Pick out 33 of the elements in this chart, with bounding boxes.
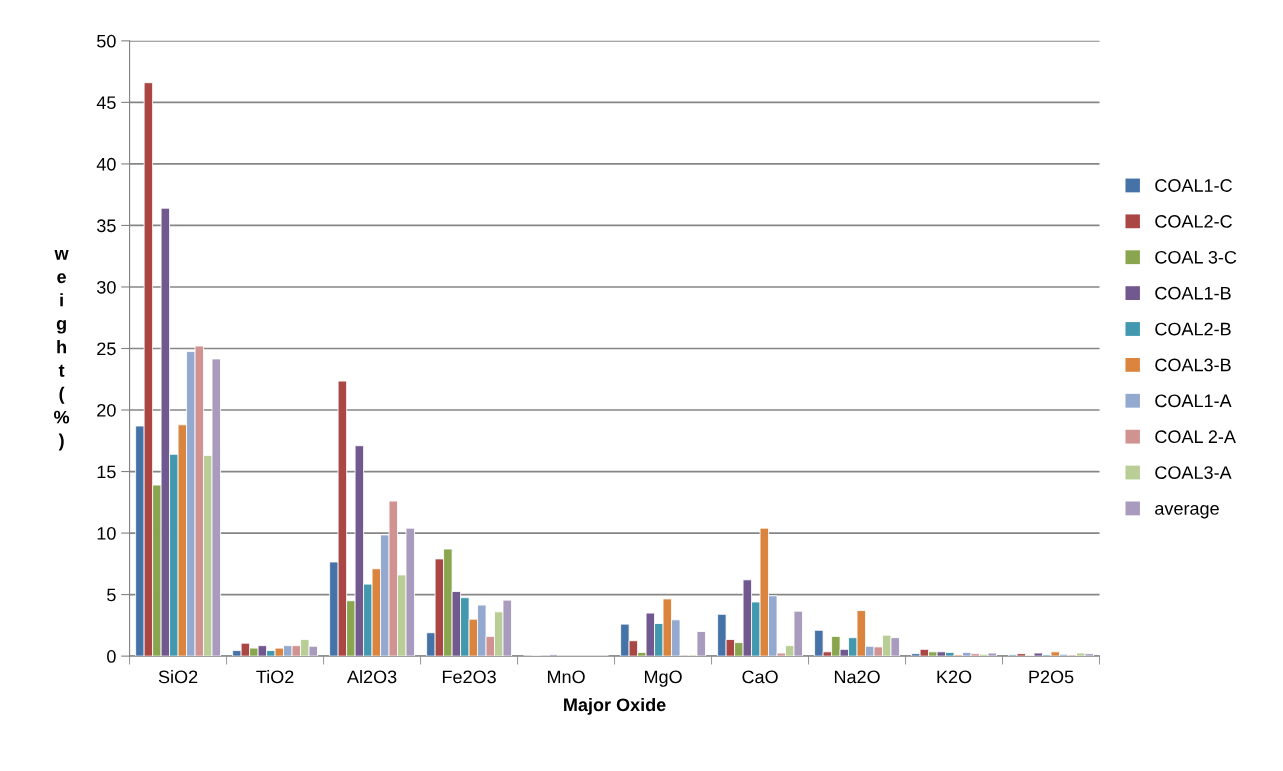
legend-label: COAL 3-C <box>1155 250 1237 264</box>
x-tick-label: TiO2 <box>256 670 294 684</box>
x-tick-label: Fe2O3 <box>442 670 496 684</box>
legend-label: average <box>1155 504 1219 519</box>
legend-label: COAL3-B <box>1155 358 1231 372</box>
x-tick-label: SiO2 <box>158 670 198 684</box>
legend-label: COAL3-A <box>1155 466 1232 479</box>
y-tick-label: 50 <box>97 34 116 48</box>
x-tick-label: MnO <box>547 670 585 684</box>
y-tick-label: 25 <box>97 342 116 356</box>
y-tick-label: 15 <box>97 465 116 479</box>
x-tick-label: CaO <box>742 670 778 684</box>
text: weight(%) <box>54 250 70 451</box>
legend-label: COAL 2-A <box>1155 430 1236 444</box>
y-tick-label: 0 <box>107 650 116 663</box>
y-tick-label: 45 <box>96 96 116 110</box>
x-axis-title: Major Oxide <box>564 697 666 715</box>
x-tick-label: Na2O <box>834 670 880 684</box>
legend-label: COAL1-C <box>1155 179 1232 192</box>
y-tick-label: 30 <box>97 280 116 294</box>
y-tick-label: 35 <box>97 219 116 233</box>
legend-label: COAL2-B <box>1155 322 1231 336</box>
y-tick-label: 5 <box>107 588 116 602</box>
legend-label: COAL1-B <box>1155 286 1231 300</box>
x-tick-label: K2O <box>937 670 972 684</box>
legend-label: COAL2-C <box>1155 215 1232 228</box>
y-tick-label: 40 <box>96 157 116 171</box>
x-tick-label: Al2O3 <box>347 670 397 684</box>
y-tick-label: 20 <box>97 403 116 417</box>
y-tick-label: 10 <box>97 527 116 540</box>
legend-label: COAL1-A <box>1155 394 1232 408</box>
x-tick-label: MgO <box>644 670 682 687</box>
x-tick-label: P2O5 <box>1029 670 1074 684</box>
